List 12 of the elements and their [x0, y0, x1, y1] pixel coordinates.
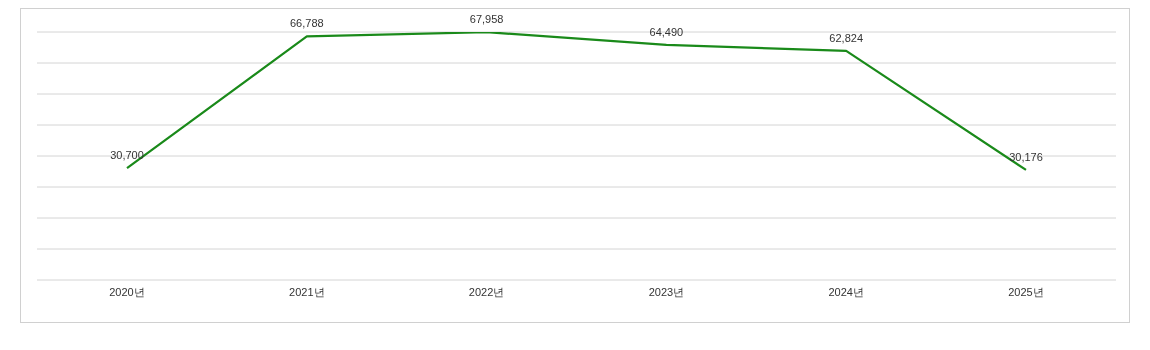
- x-tick-label: 2020년: [109, 285, 145, 298]
- x-tick-label: 2024년: [828, 285, 864, 298]
- data-label: 30,700: [110, 149, 144, 162]
- x-tick-label: 2022년: [468, 285, 505, 298]
- x-tick-label: 2021년: [289, 285, 325, 298]
- data-label: 30,176: [1009, 150, 1043, 163]
- x-tick-label: 2025년: [1008, 285, 1044, 298]
- data-label: 67,958: [469, 13, 504, 26]
- x-tick-label: 2023년: [648, 285, 685, 298]
- data-label: 64,490: [649, 25, 684, 38]
- data-label: 62,824: [829, 31, 864, 44]
- data-label: 66,788: [289, 17, 324, 30]
